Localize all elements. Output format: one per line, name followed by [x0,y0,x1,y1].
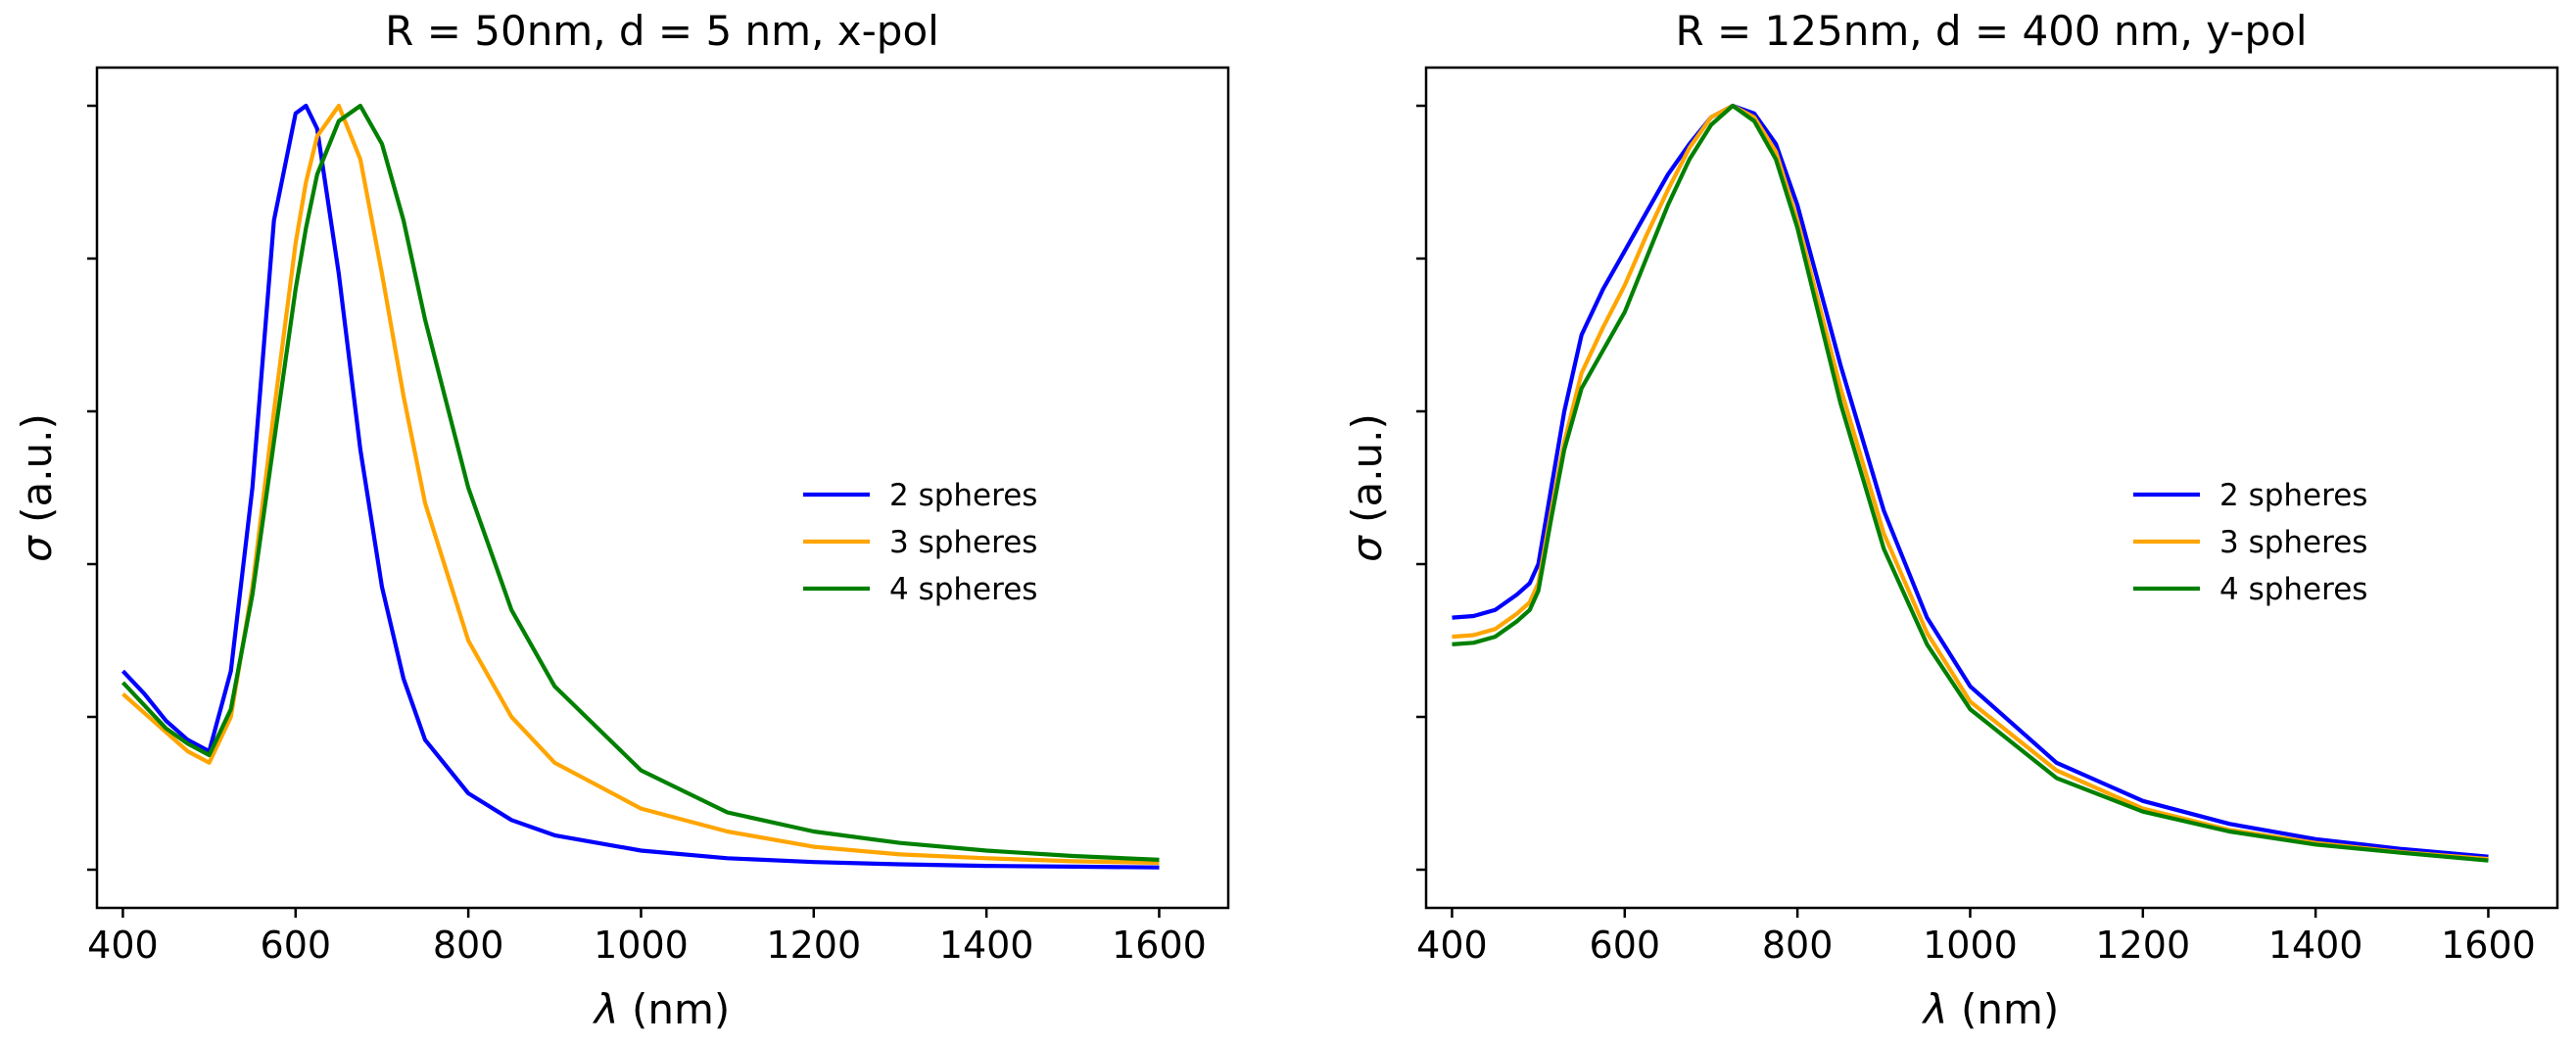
left-x-tick-label: 400 [87,924,159,967]
left-series-line-2-spheres [120,103,1160,870]
left-x-tick-label: 1000 [594,924,689,967]
left-x-tick-label: 600 [261,924,332,967]
left-legend-label: 3 spheres [889,525,1037,560]
right-x-tick-label: 400 [1416,924,1488,967]
right-x-tick-label: 800 [1762,924,1834,967]
right-x-tick-label: 1600 [2441,924,2536,967]
right-series-line-4-spheres [1452,103,2489,863]
right-legend-label: 4 spheres [2219,572,2367,607]
right-y-axis-label: σ (a.u.) [1343,413,1391,562]
left-axes-frame [95,66,1230,910]
right-series-line-3-spheres [1452,103,2489,862]
right-x-tick-label: 1200 [2095,924,2190,967]
right-x-tick-label: 1400 [2268,924,2363,967]
left-chart-title: R = 50nm, d = 5 nm, x-pol [385,7,939,55]
left-x-tick-label: 1400 [939,924,1034,967]
right-axes-frame [1424,66,2559,910]
left-legend: 2 spheres 3 spheres 4 spheres [803,478,1037,607]
right-x-tick-label: 600 [1590,924,1661,967]
right-chart-panel: R = 125nm, d = 400 nm, y-pol 400 600 800 10… [1343,7,2559,1033]
left-series-line-4-spheres [120,103,1160,862]
left-x-tick-label: 800 [433,924,504,967]
left-chart-panel: R = 50nm, d = 5 nm, x-pol 400 600 800 1000 1… [13,7,1230,1033]
left-legend-label: 2 spheres [889,478,1037,513]
right-legend-label: 2 spheres [2219,478,2367,513]
left-y-axis-label: σ (a.u.) [13,413,61,562]
right-x-axis-label: λ (nm) [1922,985,2060,1033]
left-legend-label: 4 spheres [889,572,1037,607]
left-series-line-3-spheres [121,103,1160,866]
right-plot-area: 400 600 800 1000 1200 1400 1600 [1416,103,2536,967]
right-legend-label: 3 spheres [2219,525,2367,560]
left-plot-area: 400 600 800 1000 1200 1400 1600 [87,103,1207,967]
right-legend: 2 spheres 3 spheres 4 spheres [2133,478,2367,607]
right-x-tick-label: 1000 [1923,924,2018,967]
left-x-axis-label: λ (nm) [593,985,731,1033]
left-x-tick-label: 1200 [766,924,861,967]
left-x-tick-label: 1600 [1112,924,1207,967]
right-chart-title: R = 125nm, d = 400 nm, y-pol [1675,7,2307,55]
